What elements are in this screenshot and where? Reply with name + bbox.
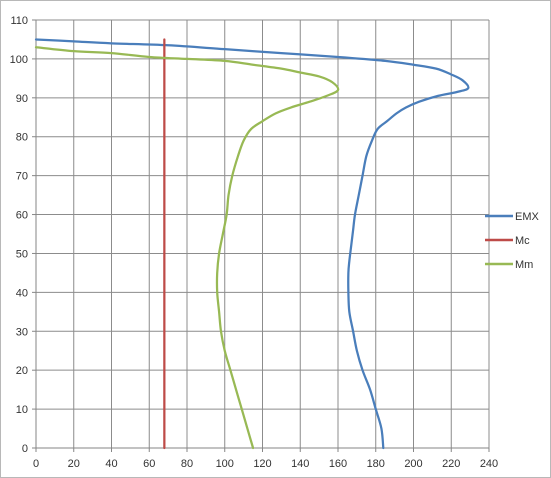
x-tick-label: 20 xyxy=(68,458,80,470)
axes xyxy=(32,19,490,452)
y-tick-label: 100 xyxy=(10,54,28,66)
legend: EMX Mc Mm xyxy=(485,211,540,271)
x-tick-label: 40 xyxy=(105,458,117,470)
x-tick-label: 160 xyxy=(329,458,347,470)
y-tick-label: 30 xyxy=(16,326,28,338)
y-tick-label: 80 xyxy=(16,132,28,144)
series-line-mm xyxy=(34,46,340,450)
x-tick-label: 120 xyxy=(253,458,271,470)
x-tick-label: 200 xyxy=(404,458,422,470)
y-tick-label: 20 xyxy=(16,365,28,377)
x-tick-label: 140 xyxy=(291,458,309,470)
x-tick-label: 60 xyxy=(143,458,155,470)
x-tick-label: 180 xyxy=(367,458,385,470)
y-tick-label: 40 xyxy=(16,287,28,299)
x-tick-label: 100 xyxy=(216,458,234,470)
x-tick-label: 240 xyxy=(480,458,498,470)
legend-label-mc: Mc xyxy=(515,235,530,247)
x-tick-label: 80 xyxy=(181,458,193,470)
y-tick-label: 90 xyxy=(16,93,28,105)
y-tick-label: 50 xyxy=(16,248,28,260)
series-line-emx xyxy=(34,38,470,450)
x-tick-label: 220 xyxy=(442,458,460,470)
y-tick-label: 10 xyxy=(16,404,28,416)
x-tick-label: 0 xyxy=(33,458,39,470)
legend-label-mm: Mm xyxy=(515,259,533,271)
x-tick-labels: 0 20 40 60 80 100 120 140 160 180 200 220 240 xyxy=(33,458,498,470)
legend-label-emx: EMX xyxy=(515,211,540,223)
y-tick-label: 110 xyxy=(10,15,28,27)
gridlines xyxy=(36,19,490,448)
y-tick-label: 0 xyxy=(22,443,28,455)
y-tick-label: 60 xyxy=(16,210,28,222)
series-lines xyxy=(34,38,470,450)
y-tick-labels: 0 10 20 30 40 50 60 70 80 90 100 110 xyxy=(10,15,28,455)
y-tick-label: 70 xyxy=(16,171,28,183)
